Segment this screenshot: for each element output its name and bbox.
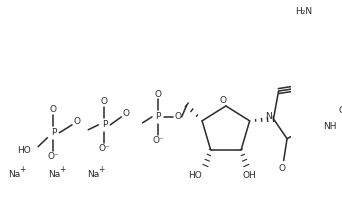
Text: +: + <box>98 165 105 174</box>
Text: +: + <box>59 165 65 174</box>
Text: O: O <box>50 105 57 114</box>
Text: Na: Na <box>48 170 61 179</box>
Text: +: + <box>19 165 25 174</box>
Text: P: P <box>102 120 107 129</box>
Text: HO: HO <box>17 146 31 155</box>
Text: OH: OH <box>243 171 256 180</box>
Text: Na: Na <box>88 170 100 179</box>
Text: H₂N: H₂N <box>295 7 313 16</box>
Text: NH: NH <box>324 122 337 131</box>
Text: O⁻: O⁻ <box>48 152 59 161</box>
Text: O: O <box>74 117 81 126</box>
Text: O: O <box>154 90 161 99</box>
Text: O: O <box>278 164 286 173</box>
Text: O: O <box>101 98 108 106</box>
Text: O⁻: O⁻ <box>152 136 164 145</box>
Text: Na: Na <box>9 170 21 179</box>
Text: O: O <box>339 106 342 115</box>
Text: HO: HO <box>188 171 202 180</box>
Text: O: O <box>220 97 227 105</box>
Text: P: P <box>155 112 161 121</box>
Text: N: N <box>265 112 272 121</box>
Text: O: O <box>123 109 130 118</box>
Text: O⁻: O⁻ <box>98 144 110 153</box>
Text: O: O <box>175 112 182 121</box>
Text: P: P <box>51 128 56 137</box>
